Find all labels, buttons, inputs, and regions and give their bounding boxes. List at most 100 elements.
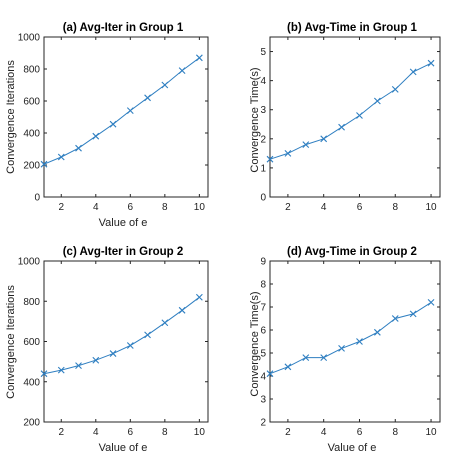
- panel-d-title: (d) Avg-Time in Group 2: [287, 246, 417, 258]
- panel-a-xtick-label: 4: [93, 202, 99, 213]
- panel-b-data-point: [320, 135, 328, 143]
- panel-d-data-point: [266, 370, 274, 378]
- panel-b-data-point: [284, 149, 292, 157]
- panel-b-title: (b) Avg-Time in Group 1: [287, 22, 418, 34]
- panel-a-data-point: [144, 94, 151, 102]
- panel-a: (a) Avg-Iter in Group 1 Convergence Iter…: [5, 22, 209, 229]
- panel-a-title: (a) Avg-Iter in Group 1: [63, 22, 184, 34]
- panel-a-axes-box: [43, 36, 209, 198]
- panel-b-xtick-label: 6: [357, 202, 363, 213]
- panel-d-data-point: [356, 338, 363, 345]
- panel-c: (c) Avg-Iter in Group 2 Convergence Iter…: [5, 246, 209, 454]
- panel-d-data-point: [320, 354, 328, 361]
- panel-a-data-point: [195, 54, 203, 62]
- panel-c-ytick-label: 1000: [18, 257, 41, 268]
- panel-a-xtick-label: 10: [194, 202, 206, 213]
- panel-a-ytick-label: 0: [34, 193, 40, 204]
- panel-a-data-point: [126, 107, 134, 114]
- panel-c-ytick-label: 600: [23, 337, 40, 348]
- panel-d-xlabel: Value of e: [328, 442, 377, 454]
- panel-a-ylabel: Convergence Iterations: [5, 60, 17, 174]
- panel-d-xtick-label: 4: [321, 427, 327, 438]
- panel-d-xtick-label: 8: [392, 427, 398, 438]
- panel-c-ylabel: Convergence Iterations: [5, 285, 17, 399]
- panel-b-axes-box: [269, 36, 441, 198]
- panel-b-data-point: [409, 68, 417, 76]
- panel-a-ytick-label: 400: [23, 129, 40, 140]
- panel-d-ytick-label: 2: [260, 418, 266, 429]
- panel-a-data-point: [92, 132, 100, 140]
- panel-a-data-point: [75, 144, 82, 152]
- panel-d-ytick-label: 3: [260, 395, 266, 406]
- panel-c-data-point: [126, 342, 134, 349]
- panel-c-ytick-label: 400: [23, 377, 40, 388]
- panel-a-xtick-label: 8: [162, 202, 168, 213]
- panel-b-data-point: [427, 59, 435, 67]
- panel-b-ytick-label: 0: [260, 193, 266, 204]
- panel-d-ytick-label: 7: [260, 303, 266, 314]
- panel-c-data-point: [195, 293, 203, 301]
- panel-d-data-point: [302, 354, 310, 361]
- panel-c-ytick-label: 200: [23, 418, 40, 429]
- panel-b-ytick-label: 4: [260, 76, 266, 87]
- panel-d-ylabel: Convergence Time(s): [249, 291, 261, 396]
- panel-d-series-line: [269, 301, 432, 375]
- panel-b-data-point: [302, 141, 310, 149]
- panel-d-data-point: [391, 315, 399, 322]
- panel-c-plot: 2 4 6 8 10 200 400 600 800 1000: [18, 257, 209, 438]
- panel-a-data-point: [109, 120, 117, 128]
- panel-d-plot: 2 4 6 8 10 2 3 4 5 6 7 8 9: [260, 257, 441, 438]
- panel-b-series-line: [269, 62, 432, 160]
- panel-b-ylabel: Convergence Time(s): [249, 67, 261, 172]
- panel-a-ytick-label: 200: [23, 161, 40, 172]
- panel-c-data-point: [75, 362, 82, 370]
- panel-b-ytick-label: 3: [260, 105, 266, 116]
- panel-b-data-point: [391, 85, 399, 93]
- panel-c-xtick-label: 4: [93, 427, 99, 438]
- panel-d-data-point: [338, 345, 345, 352]
- panel-c-data-point: [161, 319, 169, 327]
- panel-d-axes-box: [269, 260, 441, 423]
- panel-c-data-point: [178, 306, 186, 314]
- panel-c-xtick-label: 2: [58, 427, 64, 438]
- panel-c-data-point: [144, 331, 151, 339]
- panel-c-data-point: [109, 350, 117, 357]
- panel-c-xlabel: Value of e: [99, 442, 148, 454]
- panel-d-ytick-label: 6: [260, 326, 266, 337]
- panel-d-xtick-label: 10: [425, 427, 437, 438]
- panel-b-xtick-label: 2: [285, 202, 291, 213]
- panel-a-data-point: [40, 160, 48, 168]
- panel-b-xtick-label: 8: [392, 202, 398, 213]
- panel-c-data-point: [40, 370, 48, 378]
- panel-b-xtick-label: 10: [425, 202, 437, 213]
- panel-b-plot: 2 4 6 8 10 0 1 2 3 4 5: [260, 36, 441, 213]
- panel-b-ytick-label: 2: [260, 134, 266, 145]
- panel-a-series-line: [43, 57, 200, 165]
- panel-c-data-point: [57, 366, 65, 374]
- panel-a-xtick-label: 2: [58, 202, 64, 213]
- panel-a-data-point: [57, 153, 65, 161]
- panel-a-plot: 2 4 6 8 10 0 200 400 600 800 1000: [18, 33, 209, 213]
- panel-c-ytick-label: 800: [23, 297, 40, 308]
- panel-a-data-point: [178, 67, 186, 74]
- panel-c-axes-box: [43, 260, 209, 423]
- panel-a-xlabel: Value of e: [99, 217, 148, 229]
- panel-c-title: (c) Avg-Iter in Group 2: [63, 246, 184, 258]
- panel-d-data-point: [373, 328, 381, 336]
- panel-b-data-point: [338, 123, 345, 131]
- panel-d-ytick-label: 9: [260, 257, 266, 268]
- panel-a-xtick-label: 6: [128, 202, 134, 213]
- panel-c-xtick-label: 10: [194, 427, 206, 438]
- panel-c-series-line: [43, 296, 200, 375]
- panel-c-xtick-label: 8: [162, 427, 168, 438]
- panel-a-ytick-label: 1000: [18, 33, 41, 44]
- panel-b-ytick-label: 1: [260, 163, 266, 174]
- panel-b-data-point: [373, 97, 381, 105]
- panel-d: (d) Avg-Time in Group 2 Convergence Time…: [249, 246, 441, 454]
- panel-c-xtick-label: 6: [128, 427, 134, 438]
- panel-d-data-point: [284, 363, 292, 371]
- panel-b: (b) Avg-Time in Group 1 Convergence Time…: [249, 22, 441, 213]
- panel-b-xtick-label: 4: [321, 202, 327, 213]
- panel-a-data-point: [161, 81, 169, 89]
